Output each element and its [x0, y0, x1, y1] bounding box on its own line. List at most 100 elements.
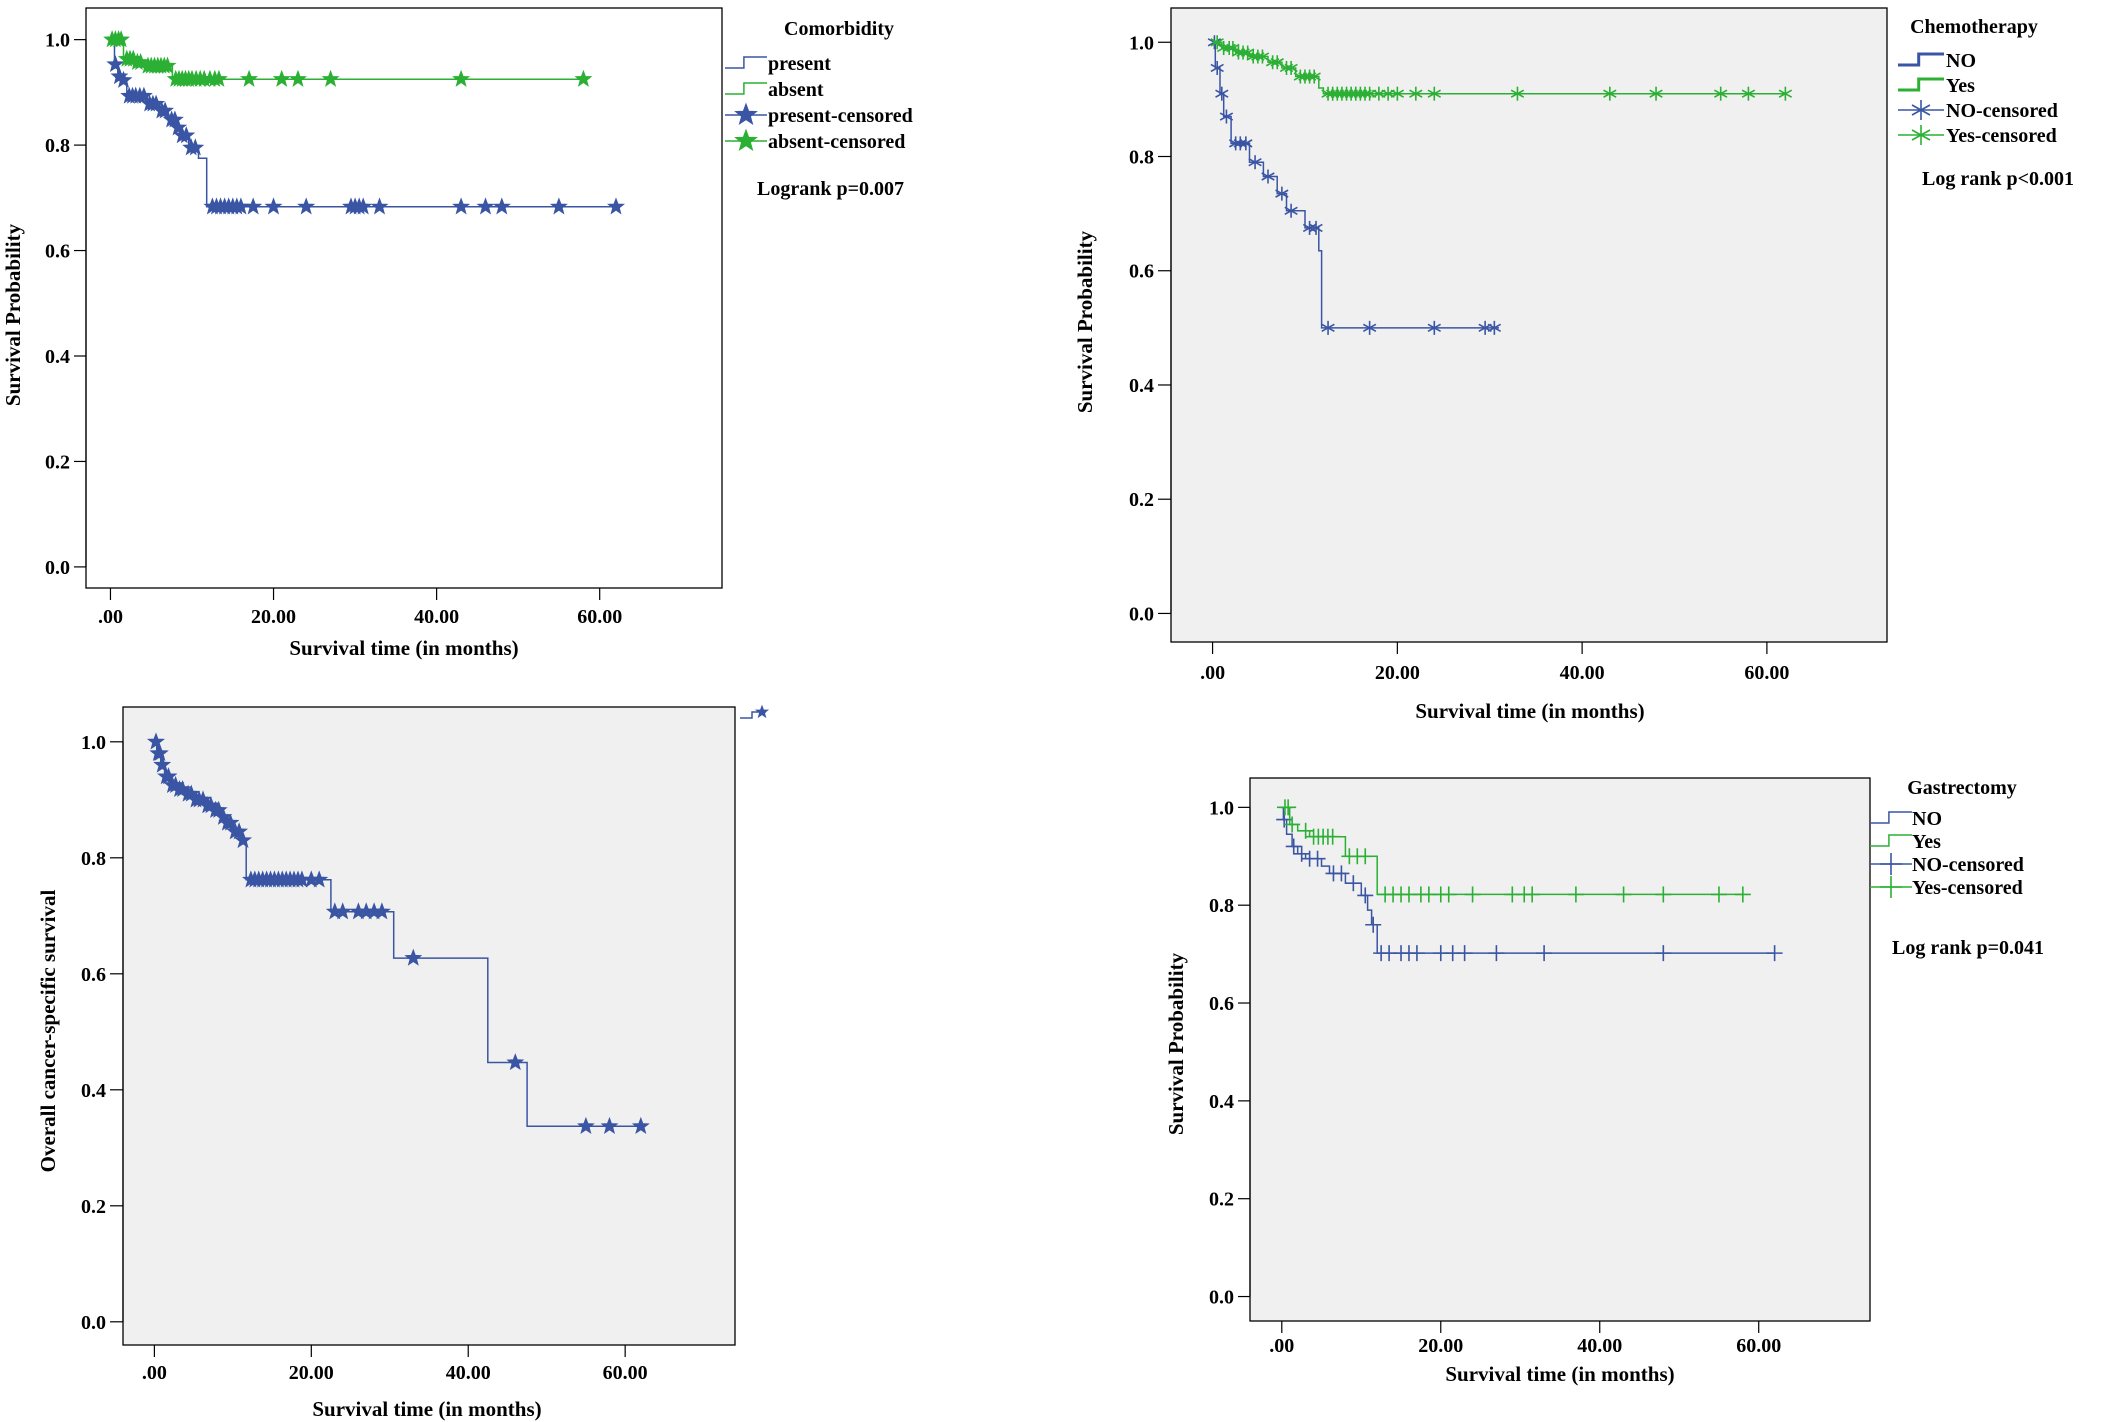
- censored-marker: [1357, 887, 1374, 904]
- y-tick-label: 0.2: [45, 451, 70, 473]
- censored-marker: [1284, 203, 1298, 218]
- y-tick-label: 0.4: [45, 346, 70, 368]
- censored-marker: [576, 1116, 595, 1134]
- x-tick-label: 20.00: [1375, 662, 1420, 684]
- censored-marker: [372, 902, 391, 920]
- y-tick-label: 0.6: [1129, 261, 1154, 283]
- censored-marker: [134, 86, 153, 104]
- x-axis-title: Survival time (in months): [1415, 699, 1644, 723]
- censored-marker: [333, 902, 352, 920]
- legend-title: Comorbidity: [784, 18, 894, 40]
- censored-marker: [1655, 945, 1672, 962]
- censored-marker: [404, 948, 423, 966]
- censored-marker: [1284, 60, 1298, 75]
- km-panel-1: 0.0 0.2 0.4 0.6 0.8 1.0 .00 20.00 40.00 60.00 Surv…: [1, 7, 913, 660]
- y-axis-title: Overall cancer-specific survival: [36, 890, 60, 1173]
- censored-marker: [476, 197, 495, 215]
- y-tick-label: 0.6: [81, 964, 106, 986]
- y-axis-title: Survival Probability: [1073, 230, 1097, 413]
- y-tick-label: 0.4: [1209, 1091, 1234, 1113]
- censored-marker: [1285, 838, 1302, 855]
- censored-marker: [1309, 220, 1323, 235]
- x-tick-label: 40.00: [414, 606, 459, 628]
- censored-marker: [370, 197, 389, 215]
- survival-curve: [1281, 806, 1775, 954]
- legend-swatch-marker: [1880, 876, 1902, 898]
- censored-marker: [1427, 86, 1441, 101]
- censored-marker: [452, 197, 471, 215]
- censored-marker: [221, 813, 240, 831]
- x-tick-label: 60.00: [603, 1362, 648, 1384]
- censored-marker: [574, 69, 593, 87]
- censored-marker: [1233, 136, 1247, 151]
- km-panel-2: 0.0 0.2 0.4 0.6 0.8 1.0 .00 20.00 40.00 60.00 Surv…: [1073, 7, 2074, 723]
- x-tick-label: .00: [142, 1362, 167, 1384]
- x-tick-label: 40.00: [1560, 662, 1605, 684]
- legend-swatch-line: [725, 56, 767, 69]
- legend-label: NO: [1912, 808, 1942, 830]
- censored-marker: [1409, 86, 1423, 101]
- x-tick-label: 20.00: [251, 606, 296, 628]
- x-axis-title: Survival time (in months): [1445, 1362, 1674, 1386]
- legend-swatch-line: [1870, 834, 1912, 847]
- censored-marker: [1440, 886, 1457, 903]
- censored-marker: [147, 94, 166, 112]
- y-tick-label: 0.0: [45, 557, 70, 579]
- x-tick-label: 60.00: [1736, 1335, 1781, 1357]
- censored-marker: [1603, 86, 1617, 101]
- censored-marker: [1307, 69, 1321, 84]
- legend-swatch-marker: [1880, 853, 1902, 875]
- y-axis-title: Survival Probability: [1, 223, 25, 406]
- censored-marker: [156, 101, 175, 119]
- y-tick-label: 1.0: [45, 30, 70, 52]
- series-overall: [146, 732, 650, 1134]
- censored-marker: [607, 197, 625, 215]
- censored-marker: [153, 755, 172, 773]
- logrank-annotation: Logrank p=0.007: [757, 178, 904, 200]
- censored-marker: [1284, 816, 1301, 833]
- legend: Chemotherapy NO Yes NO-censored Yes-censored: [1898, 16, 2058, 147]
- legend-swatch-line: [1870, 811, 1912, 824]
- censored-marker: [452, 69, 471, 87]
- censored-marker: [1333, 865, 1350, 882]
- censored-marker: [600, 1116, 619, 1134]
- censored-marker: [112, 30, 131, 48]
- censored-marker: [506, 1053, 525, 1071]
- censored-marker: [289, 69, 307, 87]
- censored-marker: [264, 197, 283, 215]
- censored-marker: [209, 800, 228, 818]
- censored-marker: [1321, 320, 1335, 335]
- censored-marker: [1324, 828, 1341, 845]
- censored-marker: [1510, 86, 1525, 101]
- censored-marker: [492, 197, 511, 215]
- censored-marker: [1524, 886, 1541, 903]
- legend-swatch-marker: [754, 704, 770, 719]
- y-tick-label: 0.0: [1209, 1287, 1234, 1309]
- legend-swatch-line: [725, 82, 767, 95]
- legend-title: Chemotherapy: [1910, 16, 2038, 38]
- y-axis-title: Survival Probability: [1164, 952, 1188, 1135]
- censored-marker: [1464, 886, 1481, 903]
- censored-marker: [1778, 86, 1793, 101]
- censored-marker: [240, 69, 259, 87]
- legend-label: Yes: [1912, 831, 1941, 853]
- censored-marker: [234, 830, 253, 849]
- legend-label: absent: [768, 79, 824, 101]
- censored-marker: [297, 197, 316, 215]
- censored-marker: [1275, 186, 1289, 201]
- y-tick-label: 0.8: [1209, 895, 1234, 917]
- censored-marker: [1567, 886, 1584, 903]
- censored-marker: [146, 732, 165, 750]
- y-tick-label: 1.0: [1129, 32, 1154, 54]
- censored-marker: [186, 138, 205, 156]
- legend-swatch-marker: [1911, 100, 1931, 120]
- censored-marker: [1345, 875, 1362, 892]
- series-yes: [1210, 35, 1793, 101]
- censored-marker: [1302, 220, 1317, 235]
- censored-marker: [1714, 86, 1728, 101]
- x-tick-label: 60.00: [577, 606, 622, 628]
- plot-area: [1170, 7, 1888, 643]
- legend-label: Yes: [1946, 75, 1975, 97]
- censored-marker: [272, 69, 291, 87]
